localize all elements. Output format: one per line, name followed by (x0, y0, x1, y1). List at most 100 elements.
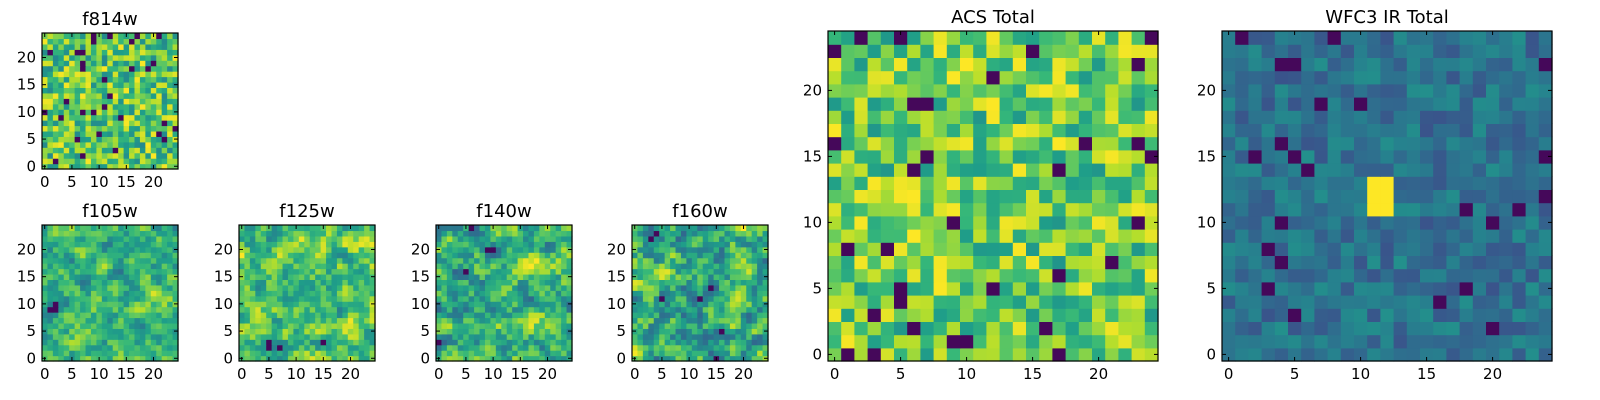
heatmap-cell (946, 295, 961, 309)
heatmap-cell (746, 290, 753, 297)
heatmap-cell (107, 241, 114, 248)
heatmap-cell (358, 230, 365, 237)
heatmap-cell (112, 109, 119, 116)
heatmap-cell (479, 268, 486, 275)
heatmap-cell (686, 328, 693, 335)
heatmap-cell (112, 344, 119, 351)
heatmap-cell (1538, 334, 1553, 349)
heatmap-cell (457, 225, 464, 232)
heatmap-cell (751, 230, 758, 237)
heatmap-cell (740, 263, 747, 270)
heatmap-cell (561, 333, 568, 340)
heatmap-cell (566, 279, 573, 286)
heatmap-cell (490, 252, 497, 259)
heatmap-cell (740, 257, 747, 264)
heatmap-cell (353, 225, 360, 232)
heatmap-cell (751, 355, 758, 362)
heatmap-cell (118, 114, 125, 121)
heatmap-cell (134, 71, 141, 78)
heatmap-cell (90, 355, 97, 362)
heatmap-cell (933, 295, 948, 309)
heatmap-cell (1327, 163, 1342, 177)
heatmap-cell (145, 284, 152, 291)
heatmap-cell (757, 301, 764, 308)
heatmap-cell (326, 312, 333, 319)
heatmap-cell (686, 263, 693, 270)
heatmap-cell (42, 306, 49, 313)
heatmap-cell (1039, 97, 1053, 111)
heatmap-cell (751, 290, 758, 297)
heatmap-cell (648, 328, 655, 335)
heatmap-cell (167, 312, 174, 319)
heatmap-cell (907, 308, 921, 322)
heatmap-cell (484, 312, 491, 319)
y-tick-label: 5 (812, 279, 822, 297)
heatmap-cell (150, 350, 157, 357)
heatmap-cell (854, 83, 869, 98)
heatmap-cell (145, 312, 152, 319)
heatmap-cell (746, 355, 753, 362)
heatmap-cell (139, 350, 146, 357)
heatmap-cell (697, 230, 704, 237)
heatmap-cell (719, 257, 726, 264)
heatmap-cell (1538, 268, 1553, 283)
heatmap-cell (52, 65, 59, 72)
heatmap-cell (347, 328, 354, 335)
heatmap-cell (69, 344, 76, 351)
heatmap-cell (52, 235, 59, 242)
heatmap-cell (724, 273, 731, 280)
heatmap-cell (42, 322, 49, 329)
heatmap-cell (161, 54, 168, 61)
heatmap-cell (249, 279, 256, 286)
heatmap-cell (751, 344, 758, 351)
heatmap-cell (907, 202, 921, 217)
heatmap-cell (512, 273, 519, 280)
heatmap-cell (156, 98, 163, 105)
heatmap-cell (150, 312, 157, 319)
heatmap-cell (479, 257, 486, 264)
heatmap-cell (58, 284, 65, 291)
heatmap-cell (1301, 110, 1315, 124)
heatmap-cell (266, 339, 273, 346)
heatmap-cell (1446, 31, 1461, 45)
heatmap-cell (1222, 189, 1236, 204)
heatmap-cell (719, 333, 726, 340)
heatmap-cell (1538, 31, 1553, 45)
heatmap-cell (1380, 163, 1395, 177)
heatmap-cell (1288, 136, 1302, 151)
heatmap-cell (533, 246, 540, 253)
heatmap-cell (1026, 334, 1040, 349)
heatmap-cell (69, 284, 76, 291)
heatmap-cell (867, 149, 882, 164)
heatmap-cell (441, 333, 448, 340)
heatmap-cell (740, 344, 747, 351)
heatmap-cell (69, 109, 76, 116)
heatmap-cell (167, 322, 174, 329)
heatmap-cell (1026, 255, 1040, 270)
heatmap-cell (96, 268, 103, 275)
heatmap-cells (632, 225, 769, 362)
heatmap-cells (239, 225, 376, 362)
heatmap-cell (999, 268, 1014, 283)
heatmap-cell (474, 279, 481, 286)
heatmap-cell (134, 60, 141, 67)
heatmap-cell (112, 252, 119, 259)
heatmap-cell (561, 257, 568, 264)
heatmap-cell (457, 344, 464, 351)
heatmap-cell (653, 263, 660, 270)
heatmap-cell (331, 350, 338, 357)
heatmap-cell (880, 308, 895, 322)
heatmap-cell (304, 295, 311, 302)
heatmap-cell (1144, 281, 1159, 296)
heatmap-cell (96, 306, 103, 313)
heatmap-cell (271, 317, 278, 324)
heatmap-cell (441, 355, 448, 362)
heatmap-cell (468, 339, 475, 346)
heatmap-cell (134, 225, 141, 232)
heatmap-cell (369, 284, 376, 291)
heatmap-cell (1380, 189, 1395, 204)
heatmap-cell (544, 252, 551, 259)
heatmap-cell (1420, 149, 1434, 164)
heatmap-cell (358, 306, 365, 313)
heatmap-cell (512, 322, 519, 329)
